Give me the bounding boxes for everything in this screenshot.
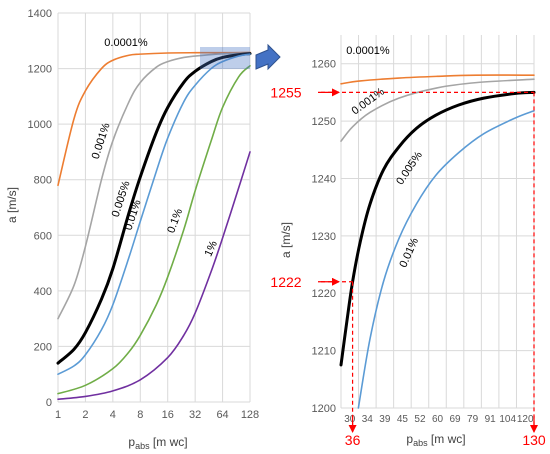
left-x-tick-label: 64 — [216, 409, 228, 421]
right-chart: 1200 1210 1220 1230 1240 1250 1260 30 34 39 45 52 60… — [270, 35, 546, 448]
left-chart: 0 200 400 600 800 1000 1200 1400 1 2 4 8 16 32 64 128 0… — [5, 8, 259, 451]
left-x-tick-label: 1 — [55, 409, 61, 421]
left-series-label: 0.0001% — [104, 37, 148, 49]
right-series-line — [340, 74, 535, 85]
left-x-tick-label: 16 — [162, 409, 174, 421]
left-x-axis-label: pabs [m wc] — [128, 435, 187, 451]
right-y-tick-label: 1230 — [312, 231, 336, 243]
left-tick-labels: 0 200 400 600 800 1000 1200 1400 1 2 4 8 16 32 64 128 — [28, 8, 260, 421]
left-series-line — [57, 151, 251, 401]
right-x-tick-label: 104 — [499, 414, 516, 425]
right-x-axis-label: pabs [m wc] — [406, 432, 465, 448]
left-x-tick-label: 4 — [110, 409, 116, 421]
right-x-tick-label: 69 — [449, 414, 461, 425]
right-tick-labels: 1200 1210 1220 1230 1240 1250 1260 30 34 39 45 52 60… — [312, 59, 534, 425]
left-x-tick-label: 2 — [82, 409, 88, 421]
right-y-tick-label: 1220 — [312, 288, 336, 300]
left-y-tick-label: 0 — [46, 397, 52, 409]
right-y-tick-label: 1240 — [312, 173, 336, 185]
left-series-line — [57, 51, 251, 187]
annotation-value-label: 130 — [522, 432, 546, 448]
left-y-tick-label: 600 — [34, 230, 52, 242]
right-x-tick-label: 52 — [414, 414, 426, 425]
right-y-tick-label: 1200 — [312, 403, 336, 415]
right-series-line — [339, 90, 536, 367]
right-series-label: 0.005% — [394, 149, 425, 187]
right-x-tick-label: 91 — [485, 414, 497, 425]
annotation-value-label: 1255 — [270, 84, 301, 100]
right-series-label: 0.01% — [397, 236, 421, 270]
left-series-line — [57, 52, 251, 320]
left-series-line — [56, 52, 252, 365]
left-series-line — [57, 53, 251, 376]
right-y-tick-label: 1260 — [312, 59, 336, 71]
right-x-tick-label: 120 — [517, 414, 534, 425]
right-series-line — [340, 78, 535, 142]
zoom-highlight — [200, 47, 250, 69]
right-x-tick-label: 60 — [432, 414, 444, 425]
right-series-line — [357, 109, 535, 409]
left-y-axis-label: a [m/s] — [5, 187, 19, 223]
left-y-tick-label: 400 — [34, 286, 52, 298]
right-x-tick-label: 34 — [362, 414, 374, 425]
right-series-label: 0.0001% — [346, 45, 390, 57]
left-x-tick-label: 128 — [241, 409, 259, 421]
left-series-label: 0.001% — [90, 121, 113, 160]
right-grid — [340, 35, 535, 409]
right-y-tick-label: 1250 — [312, 116, 336, 128]
left-x-tick-label: 32 — [189, 409, 201, 421]
annotation-value-label: 1222 — [270, 274, 301, 290]
right-x-tick-label: 39 — [379, 414, 391, 425]
annotation-value-label: 36 — [345, 432, 361, 448]
right-annotations: 1222 1255 36 130 — [270, 84, 545, 448]
left-x-tick-label: 8 — [137, 409, 143, 421]
right-y-axis-label: a [m/s] — [279, 222, 293, 258]
left-series-line — [57, 64, 251, 395]
left-y-tick-label: 1200 — [28, 64, 52, 76]
left-y-tick-label: 200 — [34, 341, 52, 353]
left-y-tick-label: 1000 — [28, 119, 52, 131]
zoom-arrow-icon — [255, 43, 281, 71]
left-series-label: 0.1% — [165, 207, 185, 235]
right-x-tick-label: 45 — [397, 414, 409, 425]
left-grid — [57, 12, 251, 403]
right-series — [339, 74, 536, 409]
left-series-labels: 0.0001%0.001%0.005%0.01% 0.1%1% — [90, 37, 220, 258]
left-series-label: 1% — [203, 239, 221, 259]
right-x-tick-label: 79 — [467, 414, 479, 425]
left-series — [56, 51, 252, 401]
left-y-tick-label: 1400 — [28, 8, 52, 20]
right-x-tick-label: 30 — [344, 414, 356, 425]
right-y-tick-label: 1210 — [312, 346, 336, 358]
left-y-tick-label: 800 — [34, 175, 52, 187]
